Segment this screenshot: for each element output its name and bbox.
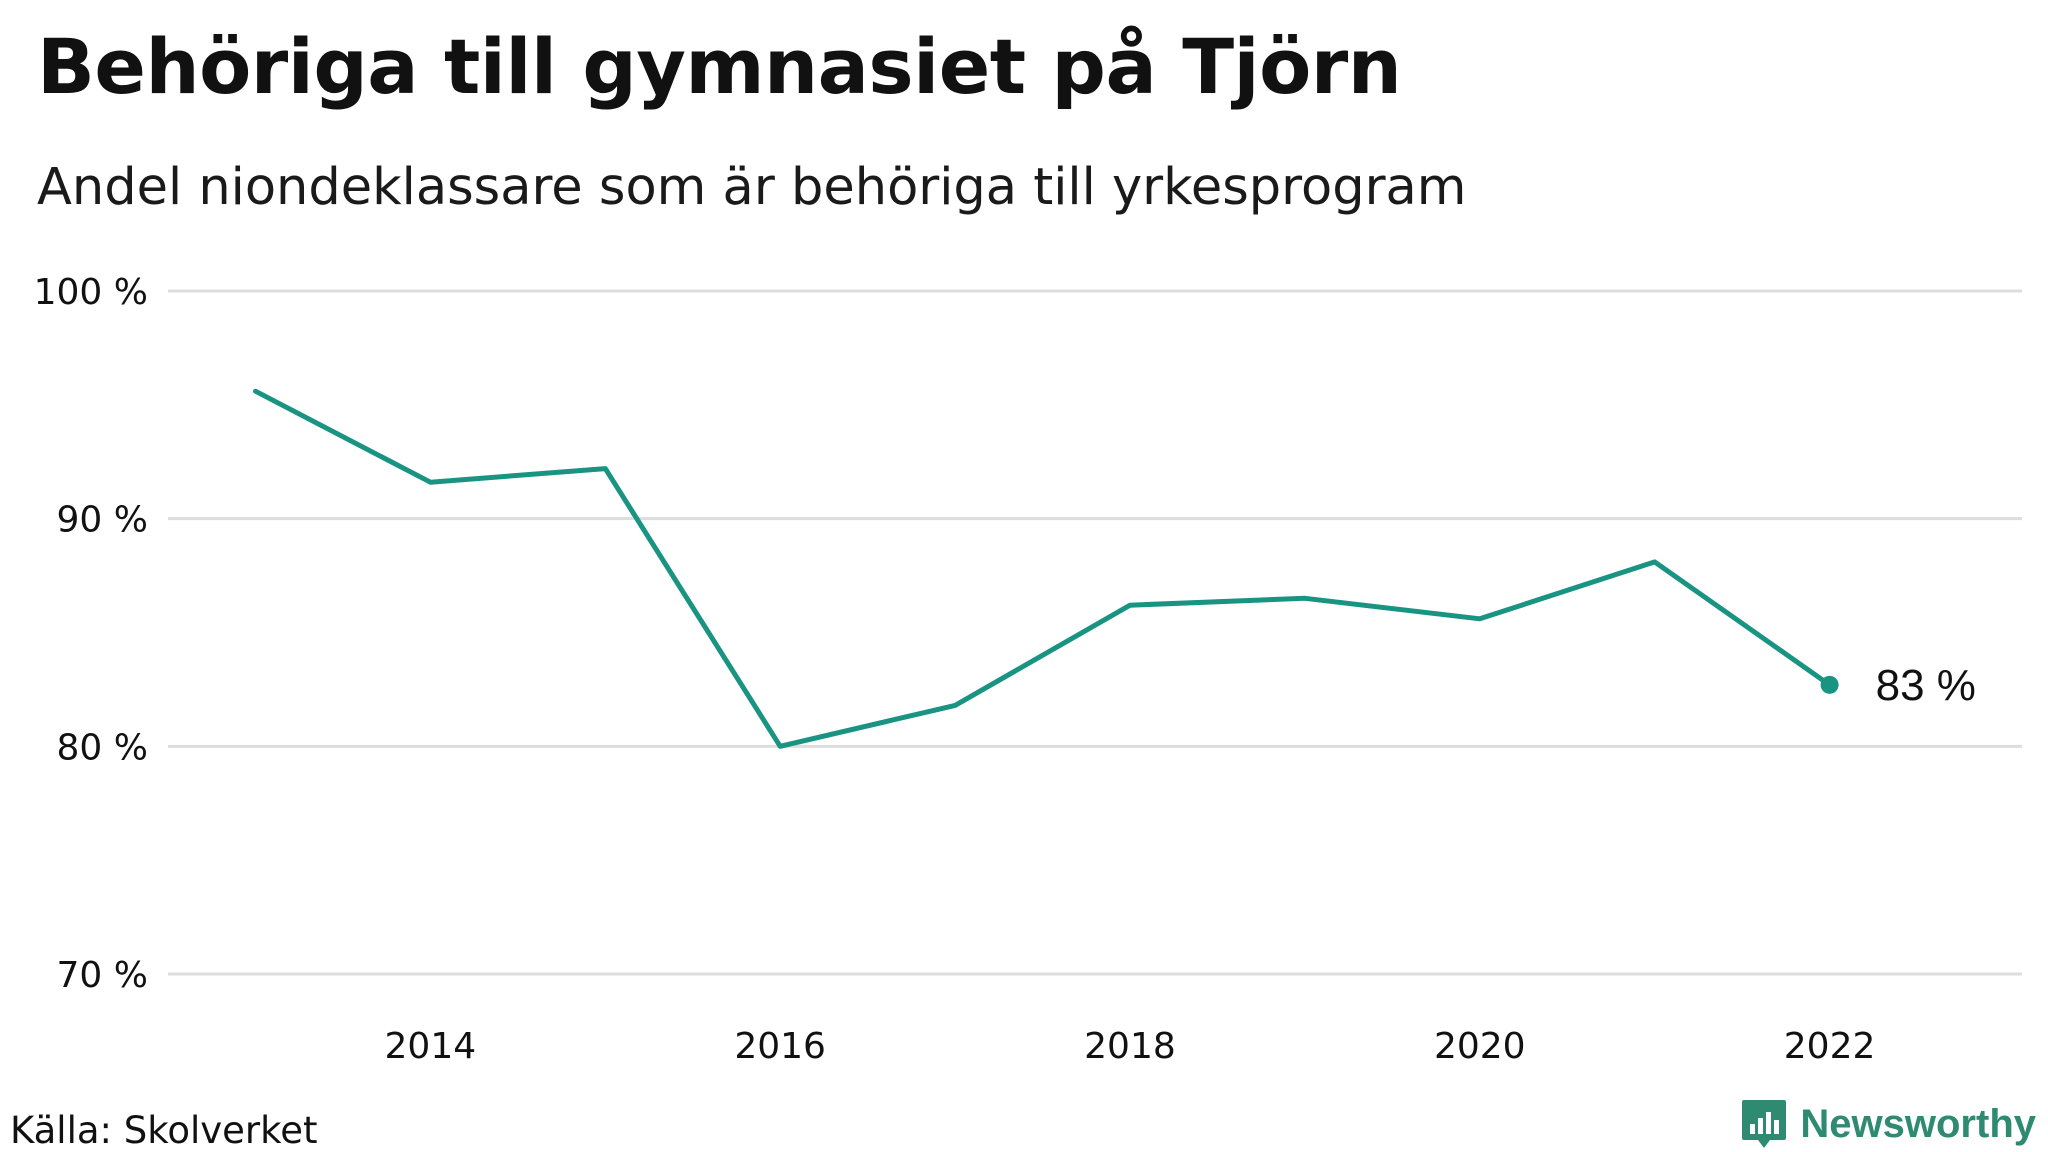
x-tick-label: 2016: [734, 1026, 826, 1067]
end-value-label: 83 %: [1876, 661, 1976, 710]
source-note: Källa: Skolverket: [10, 1109, 318, 1152]
chart-title: Behöriga till gymnasiet på Tjörn: [37, 22, 1402, 111]
y-tick-label: 80 %: [57, 727, 148, 768]
grid-lines: [168, 289, 2022, 976]
newsworthy-logo-icon: [1742, 1100, 1787, 1148]
brand-logo: Newsworthy: [1740, 1098, 2036, 1150]
x-tick-label: 2022: [1784, 1026, 1876, 1067]
y-tick-label: 70 %: [57, 955, 148, 996]
series: 83 %: [253, 388, 1976, 749]
x-axis-ticks: 2014 2016 2018 2020 2022: [385, 1026, 1876, 1067]
x-tick-label: 2014: [385, 1026, 477, 1067]
y-axis-ticks: 70 % 80 % 90 % 100 %: [34, 272, 148, 996]
x-tick-label: 2018: [1084, 1026, 1176, 1067]
last-point-marker: [1820, 675, 1839, 694]
x-tick-label: 2020: [1434, 1026, 1526, 1067]
brand-name: Newsworthy: [1800, 1101, 2036, 1146]
chart-subtitle: Andel niondeklassare som är behöriga til…: [37, 158, 1467, 217]
y-tick-label: 90 %: [57, 500, 148, 541]
y-tick-label: 100 %: [34, 272, 148, 313]
series-line: [253, 388, 1833, 749]
